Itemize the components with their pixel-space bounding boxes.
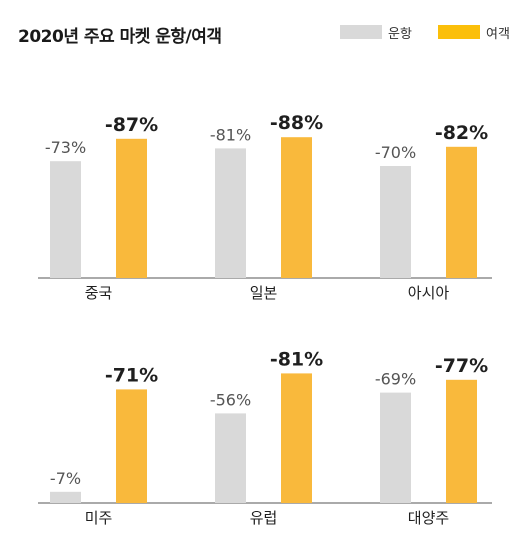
bar-passengers-일본	[281, 137, 312, 278]
bar-operations-유럽	[215, 413, 246, 503]
category-label: 유럽	[250, 509, 278, 527]
category-label: 미주	[85, 509, 113, 527]
data-label-operations: -7%	[50, 469, 81, 488]
category-label: 일본	[250, 284, 278, 302]
data-label-operations: -73%	[45, 138, 86, 157]
bar-operations-아시아	[380, 166, 411, 278]
legend-label-passengers: 여객	[486, 26, 510, 42]
category-label: 대양주	[408, 509, 449, 527]
data-label-operations: -56%	[210, 390, 251, 409]
bar-operations-중국	[50, 161, 81, 278]
bar-operations-일본	[215, 148, 246, 278]
data-label-operations: -69%	[375, 370, 416, 389]
data-label-passengers: -88%	[270, 112, 323, 134]
data-label-passengers: -82%	[435, 122, 488, 144]
category-label: 아시아	[408, 284, 450, 302]
data-label-operations: -70%	[375, 143, 416, 162]
legend-swatch-passengers	[438, 25, 480, 39]
bar-operations-대양주	[380, 392, 411, 503]
legend-item-operations: 운항	[340, 24, 412, 42]
data-label-passengers: -87%	[105, 114, 158, 136]
data-label-passengers: -81%	[270, 348, 323, 370]
data-label-passengers: -77%	[435, 355, 488, 377]
legend-item-passengers: 여객	[438, 24, 510, 42]
bar-passengers-아시아	[446, 146, 477, 278]
data-label-operations: -81%	[210, 125, 251, 144]
legend-swatch-operations	[340, 25, 382, 39]
bar-passengers-중국	[116, 138, 147, 278]
chart-title: 2020년 주요 마켓 운항/여객	[18, 27, 222, 47]
legend-label-operations: 운항	[388, 26, 412, 42]
bar-passengers-유럽	[281, 373, 312, 503]
bar-passengers-대양주	[446, 379, 477, 503]
bar-operations-미주	[50, 491, 81, 503]
category-label: 중국	[85, 284, 113, 302]
bar-passengers-미주	[116, 389, 147, 503]
data-label-passengers: -71%	[105, 364, 158, 386]
